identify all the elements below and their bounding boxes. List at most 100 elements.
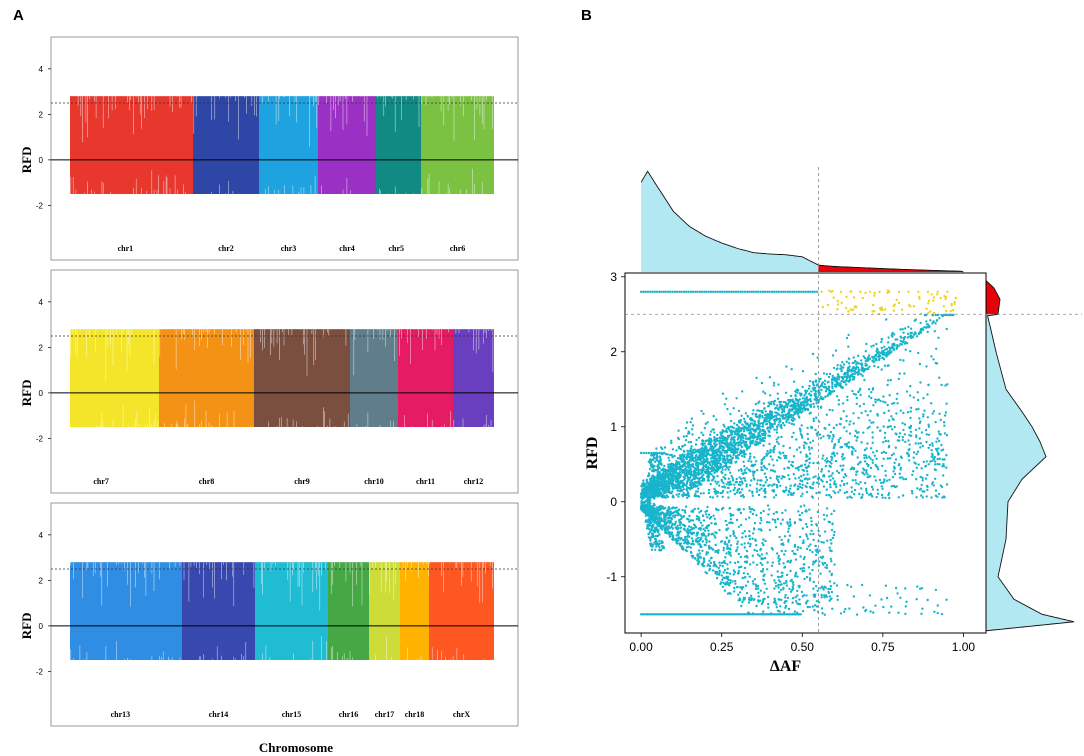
- chromosome-bars: [182, 562, 255, 661]
- y-tick-label: 1: [610, 420, 617, 434]
- bar-gaps: [429, 562, 493, 660]
- scatter-points-main: [639, 290, 955, 616]
- bar-gaps: [262, 96, 318, 194]
- y-tick-label: -2: [36, 667, 44, 676]
- y-tick-label: 0: [39, 389, 44, 398]
- chromosome-block-chr5: [376, 96, 421, 195]
- bar-gaps: [70, 96, 192, 194]
- chromosome-block-chr2: [193, 96, 259, 195]
- chromosome-bars: [328, 562, 369, 661]
- manhattan-row-2: -2 0 2 4 RFD chr7 chr8 chr9 chr10 chr11 chr12: [19, 269, 519, 494]
- y-tick-label: 0: [39, 622, 44, 631]
- bar-gaps: [369, 562, 397, 660]
- chromosome-label-chr13: chr13: [111, 710, 131, 719]
- bar-gaps: [421, 96, 493, 194]
- chromosome-label-chr3: chr3: [281, 244, 297, 253]
- y-axis-label: RFD: [584, 437, 601, 470]
- bar-gaps: [399, 329, 454, 427]
- chromosome-block-chr1: [70, 96, 193, 195]
- x-axis-label: ΔAF: [770, 658, 802, 675]
- bar-gaps: [402, 562, 429, 660]
- chromosome-block-chr17: [369, 562, 400, 661]
- right-density-highlight: [986, 280, 1000, 315]
- right-density-outline: [985, 280, 1075, 632]
- chromosome-label-chr16: chr16: [339, 710, 359, 719]
- bar-gaps: [377, 96, 420, 194]
- chromosome-bars: [255, 562, 328, 661]
- chromosome-bars: [254, 329, 350, 428]
- bar-gaps: [193, 96, 257, 194]
- chromosome-block-chr7: [70, 329, 159, 428]
- chromosome-label-chr6: chr6: [450, 244, 466, 253]
- x-tick-label: 0.00: [629, 640, 653, 654]
- bar-gaps: [330, 562, 370, 660]
- scatter-frame: [624, 272, 987, 634]
- chromosome-label-chr10: chr10: [364, 477, 384, 486]
- y-tick-label: 2: [39, 343, 44, 352]
- top-density-outline: [640, 170, 964, 273]
- manhattan-row-1: -2 0 2 4 RFD chr1 chr2 chr3 chr4 chr5 chr6: [19, 36, 519, 261]
- panel-a-x-axis-label: Chromosome: [259, 740, 333, 755]
- y-tick-label: 4: [39, 65, 44, 74]
- chromosome-bars: [70, 96, 193, 195]
- bar-gaps: [70, 562, 181, 660]
- chromosome-bars: [159, 329, 254, 428]
- panel-a-label: A: [13, 7, 24, 24]
- y-tick-label: 0: [610, 495, 617, 509]
- chromosome-block-chrX: [429, 562, 494, 661]
- y-tick-label: 3: [610, 270, 617, 284]
- chromosome-block-chr18: [400, 562, 429, 661]
- bar-gaps: [453, 329, 494, 427]
- y-tick-label: -2: [36, 201, 44, 210]
- chromosome-bars: [376, 96, 421, 195]
- chromosome-label-chr14: chr14: [209, 710, 229, 719]
- y-tick-label: 4: [39, 531, 44, 540]
- manhattan-row-3: -2 0 2 4 RFD chr13 chr14 chr15 chr16 chr17 chr18 ch…: [19, 502, 519, 727]
- chromosome-label-chr17: chr17: [375, 710, 395, 719]
- scatter-points: [639, 289, 957, 616]
- chromosome-label-chr8: chr8: [199, 477, 215, 486]
- y-tick-label: -1: [606, 570, 617, 584]
- x-tick-label: 0.75: [871, 640, 895, 654]
- chromosome-label-chr12: chr12: [464, 477, 484, 486]
- chromosome-label-chr2: chr2: [218, 244, 234, 253]
- bar-gaps: [159, 329, 251, 427]
- y-tick-label: 0: [39, 156, 44, 165]
- chromosome-block-chr10: [350, 329, 398, 428]
- bar-gaps: [70, 329, 159, 427]
- chromosome-bars: [398, 329, 453, 428]
- chromosome-bars: [421, 96, 494, 195]
- chromosome-bars: [70, 562, 182, 661]
- chromosome-block-chr3: [259, 96, 318, 195]
- chromosome-label-chr11: chr11: [416, 477, 435, 486]
- bar-gaps: [318, 96, 368, 194]
- y-axis-label: RFD: [19, 147, 34, 174]
- chromosome-block-chr14: [182, 562, 255, 661]
- y-axis-label: RFD: [19, 613, 34, 640]
- x-tick-label: 0.50: [791, 640, 815, 654]
- chromosome-block-chr12: [453, 329, 494, 428]
- chromosome-bars: [369, 562, 400, 661]
- bar-gaps: [353, 329, 395, 427]
- chromosome-block-chr4: [318, 96, 376, 195]
- x-tick-label: 0.25: [710, 640, 734, 654]
- panel-a-manhattan: -2 0 2 4 RFD chr1 chr2 chr3 chr4 chr5 chr6 -2 0 2 4 RFD…: [19, 36, 519, 727]
- top-density-fill: [641, 171, 819, 272]
- bar-gaps: [261, 562, 327, 660]
- chromosome-block-chr13: [70, 562, 182, 661]
- chromosome-label-chr4: chr4: [339, 244, 355, 253]
- chromosome-block-chr9: [254, 329, 350, 428]
- y-tick-label: 4: [39, 298, 44, 307]
- chromosome-label-chr5: chr5: [388, 244, 404, 253]
- chromosome-block-chr6: [421, 96, 494, 195]
- y-tick-label: -2: [36, 434, 44, 443]
- chromosome-bars: [193, 96, 259, 195]
- right-density-fill: [986, 314, 1074, 631]
- chromosome-bars: [350, 329, 398, 428]
- chromosome-bars: [70, 329, 159, 428]
- y-tick-label: 2: [610, 345, 617, 359]
- y-axis-label: RFD: [19, 380, 34, 407]
- chromosome-label-chrX: chrX: [453, 710, 471, 719]
- chromosome-bars: [259, 96, 318, 195]
